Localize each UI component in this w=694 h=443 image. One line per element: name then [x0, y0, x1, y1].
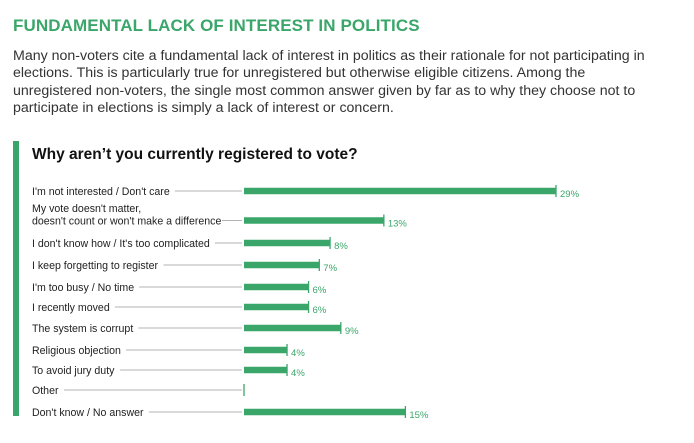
value-label: 15%: [409, 410, 429, 421]
value-label: 4%: [291, 348, 305, 359]
category-label: To avoid jury duty: [32, 365, 115, 377]
category-label: Religious objection: [32, 345, 121, 357]
bar: [244, 324, 341, 332]
category-label: I don't know how / It's too complicated: [32, 238, 210, 250]
chart-title: Why aren’t you currently registered to v…: [32, 146, 358, 163]
value-label: 7%: [323, 263, 337, 274]
bar: [244, 261, 320, 269]
value-label: 6%: [313, 285, 327, 296]
value-label: 9%: [345, 326, 359, 337]
bar: [244, 187, 556, 195]
bar: [244, 346, 288, 354]
category-label: Other: [32, 385, 59, 397]
category-label: I'm too busy / No time: [32, 282, 134, 294]
intro-paragraph: Many non-voters cite a fundamental lack …: [13, 48, 645, 117]
bar: [244, 408, 406, 416]
category-label: My vote doesn't matter, doesn't count or …: [32, 203, 221, 228]
category-label: I keep forgetting to register: [32, 260, 158, 272]
panel-accent-bar: [13, 141, 19, 416]
category-label: I recently moved: [32, 302, 110, 314]
bar: [244, 239, 331, 247]
value-label: 8%: [334, 241, 348, 252]
bar: [244, 217, 384, 224]
section-title: FUNDAMENTAL LACK OF INTEREST IN POLITICS: [13, 16, 420, 35]
bar: [244, 303, 309, 311]
bar: [244, 283, 309, 291]
category-label: The system is corrupt: [32, 323, 133, 335]
value-label: 13%: [388, 219, 408, 230]
value-label: 29%: [560, 189, 580, 200]
category-label: I'm not interested / Don't care: [32, 186, 170, 198]
category-label: Don't know / No answer: [32, 407, 144, 419]
value-label: 4%: [291, 368, 305, 379]
bar: [244, 366, 288, 374]
value-label: 6%: [313, 305, 327, 316]
